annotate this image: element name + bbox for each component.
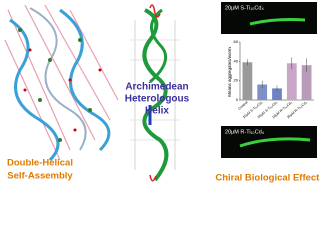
bar: [301, 65, 312, 100]
x-tick-label: Control: [237, 100, 248, 110]
fluorescence-image: [221, 2, 317, 34]
left-caption: Self-Assembly: [7, 171, 73, 182]
worm: [249, 18, 306, 26]
helix-structure: [130, 4, 180, 182]
y-tick-label: 20: [234, 78, 239, 83]
right-caption: Chiral Biological Effects: [215, 173, 320, 184]
bar: [257, 84, 268, 100]
worm: [239, 137, 311, 148]
left-caption: Double-Helical: [7, 158, 73, 169]
bar: [286, 63, 297, 100]
center-caption: Heterologous: [125, 94, 190, 105]
graphical-abstract: Double-Helical Self-Assembly Archimedean…: [4, 2, 320, 184]
bar: [272, 88, 282, 100]
y-axis-label: Means aggregates/worm: [227, 47, 232, 97]
center-caption: Archimedean: [125, 82, 188, 93]
y-tick-label: 40: [234, 58, 239, 63]
center-caption: Helix: [145, 106, 169, 117]
y-tick-label: 60: [234, 39, 239, 44]
crystal-lattice: [4, 4, 119, 162]
fluorescence-image: [221, 126, 317, 158]
y-tick-label: 0: [236, 97, 239, 102]
image-label: 20μM S-Ti₁₀Cd₄: [225, 5, 264, 11]
bar: [242, 62, 253, 100]
image-label: 20μM R-Ti₁₀Cd₄: [225, 129, 265, 135]
